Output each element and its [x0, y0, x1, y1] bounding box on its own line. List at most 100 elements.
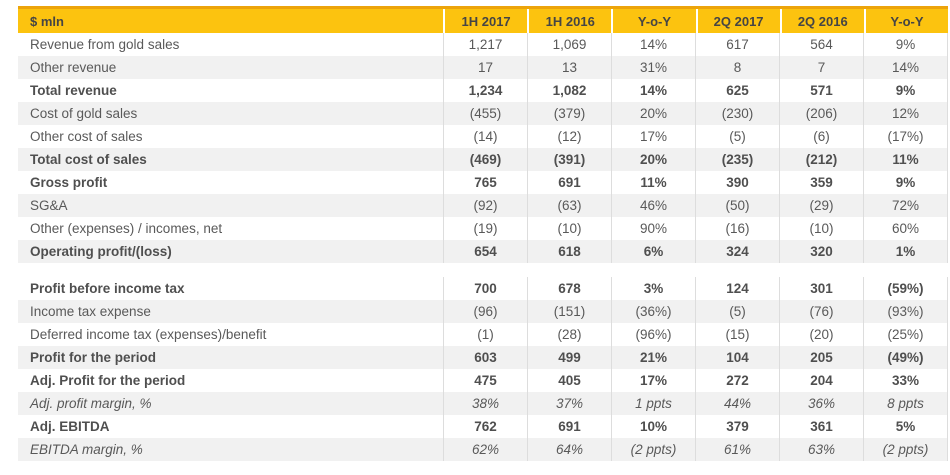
table-row: Other revenue 17 13 31% 8 7 14% [18, 56, 948, 79]
row-value: (230) [695, 102, 779, 125]
row-value: 762 [443, 415, 527, 438]
row-value: (5) [695, 300, 779, 323]
row-value: 90% [611, 217, 695, 240]
row-value: 379 [695, 415, 779, 438]
row-value: 8 [695, 56, 779, 79]
table-row: Revenue from gold sales 1,217 1,069 14% 617 5… [18, 33, 948, 56]
table-row: Gross profit 765 691 11% 390 359 9% [18, 171, 948, 194]
row-value: (92) [443, 194, 527, 217]
row-value: 564 [779, 33, 863, 56]
row-value: 301 [779, 277, 863, 300]
row-value: (96%) [611, 323, 695, 346]
row-value: 9% [863, 79, 948, 102]
row-label: Profit for the period [30, 350, 156, 365]
table-row: Adj. profit margin, % 38% 37% 1 ppts 44% 36% 8… [18, 392, 948, 415]
row-value: 20% [611, 102, 695, 125]
row-value: (2 ppts) [611, 438, 695, 461]
row-value: 17% [611, 369, 695, 392]
row-value: 571 [779, 79, 863, 102]
row-value: 14% [863, 56, 948, 79]
row-value: (1) [443, 323, 527, 346]
row-value: 124 [695, 277, 779, 300]
row-value: (49%) [863, 346, 948, 369]
row-value: (15) [695, 323, 779, 346]
row-value: 205 [779, 346, 863, 369]
row-label: Operating profit/(loss) [30, 244, 172, 259]
row-label: Deferred income tax (expenses)/benefit [30, 327, 267, 342]
row-value: 678 [527, 277, 611, 300]
row-value: 37% [527, 392, 611, 415]
row-value: 8 ppts [863, 392, 948, 415]
row-value: 625 [695, 79, 779, 102]
row-value: (469) [443, 148, 527, 171]
table-row: Other cost of sales (14) (12) 17% (5) (6) (17%… [18, 125, 948, 148]
row-value: 1,082 [527, 79, 611, 102]
row-value: 9% [863, 171, 948, 194]
row-value: 36% [779, 392, 863, 415]
row-value: (93%) [863, 300, 948, 323]
row-value: (212) [779, 148, 863, 171]
row-value: 60% [863, 217, 948, 240]
table-row: EBITDA margin, % 62% 64% (2 ppts) 61% 63% (2 p… [18, 438, 948, 461]
row-value: (151) [527, 300, 611, 323]
row-value: 691 [527, 171, 611, 194]
table-row: Total revenue 1,234 1,082 14% 625 571 9% [18, 79, 948, 102]
row-value: (20) [779, 323, 863, 346]
row-value: (455) [443, 102, 527, 125]
row-value: (96) [443, 300, 527, 323]
column-header-4: 2Q 2017 [695, 9, 780, 33]
row-value: 12% [863, 102, 948, 125]
row-value: 324 [695, 240, 779, 263]
row-value: 46% [611, 194, 695, 217]
financial-results-table: $ mln 1H 2017 1H 2016 Y-o-Y 2Q 2017 2Q 2016 Y… [18, 6, 948, 461]
row-value: (12) [527, 125, 611, 148]
row-label: Adj. Profit for the period [30, 373, 186, 388]
row-value: 603 [443, 346, 527, 369]
row-label: Profit before income tax [30, 281, 185, 296]
column-header-1: 1H 2017 [443, 9, 527, 33]
row-value: 3% [611, 277, 695, 300]
row-value: 11% [863, 148, 948, 171]
column-header-5: 2Q 2016 [779, 9, 864, 33]
row-value: 5% [863, 415, 948, 438]
row-value: 405 [527, 369, 611, 392]
row-label: Cost of gold sales [30, 106, 138, 121]
row-value: (10) [527, 217, 611, 240]
row-value: 63% [779, 438, 863, 461]
row-value: 38% [443, 392, 527, 415]
table-row: Other (expenses) / incomes, net (19) (10) 9… [18, 217, 948, 240]
row-label: EBITDA margin, % [30, 442, 143, 457]
row-value: 11% [611, 171, 695, 194]
table-row: Total cost of sales (469) (391) 20% (235) (21… [18, 148, 948, 171]
row-value: 61% [695, 438, 779, 461]
row-value: 10% [611, 415, 695, 438]
table-row: Adj. EBITDA 762 691 10% 379 361 5% [18, 415, 948, 438]
row-value: (19) [443, 217, 527, 240]
row-value: 20% [611, 148, 695, 171]
row-value: (6) [779, 125, 863, 148]
row-value: 204 [779, 369, 863, 392]
row-value: 359 [779, 171, 863, 194]
row-label: Revenue from gold sales [30, 37, 180, 52]
row-value: 13 [527, 56, 611, 79]
row-label: Gross profit [30, 175, 108, 190]
row-value: 617 [695, 33, 779, 56]
row-value: (36%) [611, 300, 695, 323]
row-value: 14% [611, 33, 695, 56]
row-value: 72% [863, 194, 948, 217]
row-value: 765 [443, 171, 527, 194]
column-header-2: 1H 2016 [527, 9, 611, 33]
row-value: (5) [695, 125, 779, 148]
row-value: 691 [527, 415, 611, 438]
row-value: 654 [443, 240, 527, 263]
row-value: 7 [779, 56, 863, 79]
row-value: 320 [779, 240, 863, 263]
row-value: (63) [527, 194, 611, 217]
row-value: 1% [863, 240, 948, 263]
row-value: 1,217 [443, 33, 527, 56]
table-row: Adj. Profit for the period 475 405 17% 272 20… [18, 369, 948, 392]
row-value: 1,234 [443, 79, 527, 102]
row-value: (59%) [863, 277, 948, 300]
table-row: SG&A (92) (63) 46% (50) (29) 72% [18, 194, 948, 217]
row-value: 390 [695, 171, 779, 194]
